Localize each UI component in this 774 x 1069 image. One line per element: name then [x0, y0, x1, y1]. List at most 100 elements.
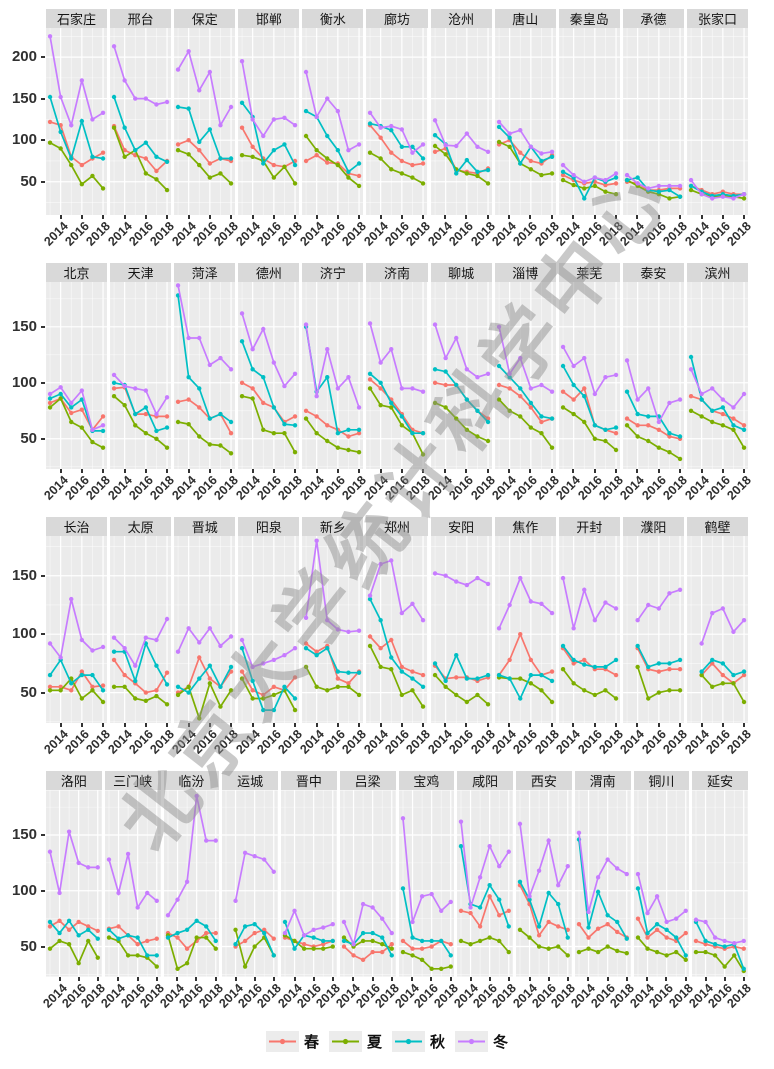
x-tick-mark [657, 469, 660, 473]
y-tick-mark [41, 945, 45, 948]
x-tick-mark [315, 469, 318, 473]
facet-grid: 50 100 150 200 石家庄 2014 2016 2018 邢台 2014 2016 2018… [0, 9, 754, 1017]
panel-plot [494, 28, 556, 215]
x-tick-mark [665, 977, 668, 981]
x-tick-mark [187, 469, 190, 473]
panel-plot [46, 28, 108, 215]
x-tick-mark [486, 215, 489, 219]
facet-strip: 延安 [692, 771, 748, 790]
legend: 春夏秋冬 [0, 1031, 774, 1052]
y-tick-mark [41, 56, 45, 59]
x-tick-mark [657, 723, 660, 727]
panel-沧州: 沧州 2014 2016 2018 [426, 9, 497, 255]
panel-菏泽: 菏泽 2014 2016 2018 [169, 263, 241, 509]
x-tick-mark [166, 469, 169, 473]
y-tick-label: 200 [11, 48, 37, 66]
x-tick-mark [724, 977, 727, 981]
facet-row-2: 50 100 150 北京 2014 2016 2018 天津 2014 2016 2018 菏泽 20… [0, 263, 754, 509]
panel-铜川: 铜川 2014 2016 2018 [627, 771, 695, 1017]
x-tick-mark [59, 469, 62, 473]
x-tick-mark [102, 215, 104, 219]
y-tick-label: 50 [20, 172, 37, 190]
y-tick-label: 100 [11, 373, 37, 391]
panel-邯郸: 邯郸 2014 2016 2018 [233, 9, 305, 255]
x-tick-mark [337, 215, 340, 219]
y-tick-mark [41, 325, 45, 328]
x-tick-mark [401, 723, 404, 727]
x-tick-mark [117, 977, 120, 981]
x-axis: 2014 2016 2018 [169, 215, 241, 255]
facet-strip: 石家庄 [46, 9, 108, 28]
x-tick-mark [646, 977, 649, 981]
x-axis: 2014 2016 2018 [233, 469, 305, 509]
facet-strip: 德州 [238, 263, 300, 282]
y-tick-mark [41, 381, 45, 384]
panel-运城: 运城 2014 2016 2018 [216, 771, 284, 1017]
panel-plot [622, 536, 684, 723]
x-tick-mark [230, 723, 233, 727]
x-tick-mark [187, 723, 190, 727]
x-tick-mark [449, 977, 452, 981]
panel-三门峡: 三门峡 2014 2016 2018 [99, 771, 167, 1017]
x-tick-mark [273, 977, 276, 981]
facet-strip: 鹤壁 [686, 517, 749, 536]
y-tick-label: 100 [11, 625, 37, 643]
x-tick-mark [508, 215, 511, 219]
x-tick-mark [572, 469, 575, 473]
panel-plot [516, 790, 572, 977]
x-tick-mark [208, 723, 211, 727]
x-tick-mark [444, 723, 447, 727]
x-tick-mark [742, 469, 745, 473]
x-tick-mark [721, 215, 724, 219]
x-tick-mark [123, 723, 126, 727]
facet-panels: 石家庄 2014 2016 2018 邢台 2014 2016 2018 保定 2014 2016 2… [41, 9, 754, 255]
x-tick-mark [352, 977, 355, 981]
x-tick-mark [208, 469, 211, 473]
x-axis: 2014 2016 2018 [105, 215, 177, 255]
x-tick-mark [251, 723, 254, 727]
x-axis: 2014 2016 2018 [682, 723, 754, 763]
x-tick-mark [593, 215, 596, 219]
panel-张家口: 张家口 2014 2016 2018 [682, 9, 754, 255]
x-tick-mark [721, 723, 724, 727]
facet-panels: 洛阳 2014 2016 2018 三门峡 2014 2016 2018 临汾 2014 2016 2… [40, 771, 754, 1017]
panel-plot [174, 536, 236, 723]
x-axis: 2014 2016 2018 [216, 977, 284, 1017]
panel-plot [398, 790, 455, 977]
panel-邢台: 邢台 2014 2016 2018 [105, 9, 177, 255]
x-axis: 2014 2016 2018 [105, 469, 177, 509]
x-tick-mark [380, 215, 383, 219]
panel-濮阳: 濮阳 2014 2016 2018 [618, 517, 690, 763]
x-tick-mark [401, 215, 404, 219]
legend-item-summer: 夏 [328, 1031, 382, 1052]
x-tick-mark [700, 469, 703, 473]
x-tick-mark [593, 723, 596, 727]
x-axis: 2014 2016 2018 [490, 215, 562, 255]
x-axis: 2014 2016 2018 [297, 723, 369, 763]
x-tick-mark [123, 215, 126, 219]
x-tick-mark [422, 723, 425, 727]
panel-plot [302, 282, 364, 469]
legend-label-winter: 冬 [493, 1034, 509, 1051]
panel-plot [366, 536, 428, 723]
x-tick-mark [465, 469, 468, 473]
y-tick-mark [41, 691, 45, 694]
x-tick-mark [411, 977, 414, 981]
x-tick-mark [567, 977, 569, 981]
facet-strip: 焦作 [494, 517, 556, 536]
panel-plot [238, 28, 300, 215]
panel-焦作: 焦作 2014 2016 2018 [490, 517, 562, 763]
panel-plot [494, 282, 556, 469]
x-tick-mark [614, 723, 617, 727]
legend-label-autumn: 秋 [430, 1034, 446, 1051]
facet-row-4: 50 100 150 洛阳 2014 2016 2018 三门峡 2014 2016 2018 临汾 2… [0, 771, 754, 1017]
facet-strip: 开封 [558, 517, 620, 536]
x-tick-mark [390, 977, 393, 981]
legend-item-winter: 冬 [455, 1031, 508, 1052]
panel-plot [558, 28, 620, 215]
facet-strip: 邯郸 [238, 9, 300, 28]
x-tick-mark [187, 215, 190, 219]
y-tick-mark [41, 97, 45, 100]
x-tick-mark [97, 977, 99, 981]
panel-西安: 西安 2014 2016 2018 [510, 771, 578, 1017]
